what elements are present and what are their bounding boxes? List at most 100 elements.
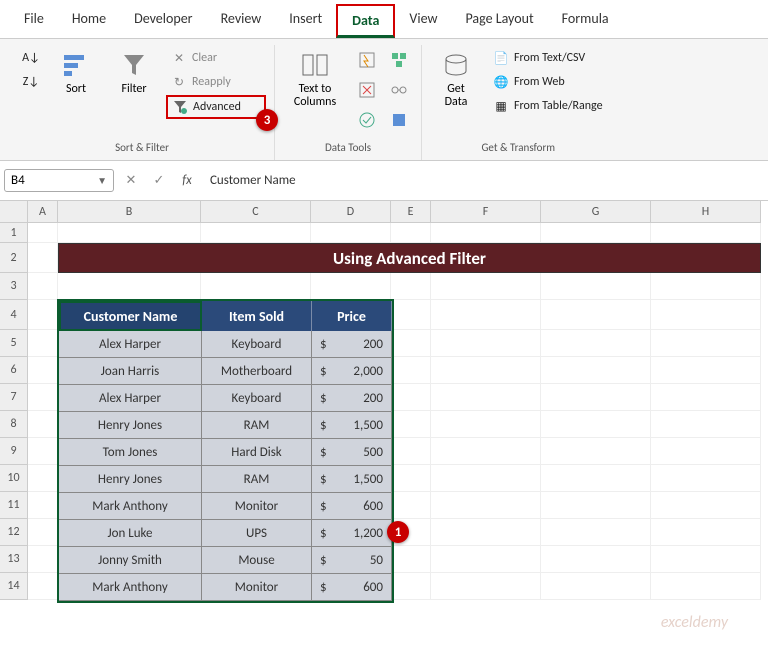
table-cell[interactable]: $600 bbox=[312, 493, 392, 520]
cell[interactable] bbox=[28, 273, 58, 300]
row-header-1[interactable]: 1 bbox=[0, 223, 28, 243]
cell[interactable] bbox=[541, 300, 651, 330]
cell[interactable] bbox=[28, 300, 58, 330]
relationships-button[interactable] bbox=[385, 77, 413, 103]
row-header-14[interactable]: 14 bbox=[0, 573, 28, 600]
cell[interactable] bbox=[28, 546, 58, 573]
cell[interactable] bbox=[391, 411, 431, 438]
cell[interactable] bbox=[541, 438, 651, 465]
from-web-button[interactable]: 🌐From Web bbox=[488, 71, 607, 93]
table-cell[interactable]: $1,200 bbox=[312, 520, 392, 547]
cell[interactable] bbox=[431, 519, 541, 546]
cell[interactable] bbox=[391, 330, 431, 357]
cell[interactable] bbox=[391, 223, 431, 243]
table-cell[interactable]: Hard Disk bbox=[202, 439, 312, 466]
consolidate-button[interactable] bbox=[385, 47, 413, 73]
cancel-formula-button[interactable]: ✕ bbox=[120, 170, 142, 192]
table-cell[interactable]: Motherboard bbox=[202, 358, 312, 385]
cell[interactable] bbox=[28, 465, 58, 492]
row-header-2[interactable]: 2 bbox=[0, 243, 28, 273]
cell[interactable] bbox=[431, 384, 541, 411]
table-header[interactable]: Price bbox=[312, 301, 392, 331]
row-header-12[interactable]: 12 bbox=[0, 519, 28, 546]
column-header-D[interactable]: D bbox=[311, 201, 391, 223]
cell[interactable] bbox=[651, 273, 761, 300]
table-cell[interactable]: $200 bbox=[312, 385, 392, 412]
table-cell[interactable]: Alex Harper bbox=[59, 331, 202, 358]
cell[interactable] bbox=[651, 492, 761, 519]
cell[interactable] bbox=[311, 223, 391, 243]
column-header-C[interactable]: C bbox=[201, 201, 311, 223]
from-text-csv-button[interactable]: 📄From Text/CSV bbox=[488, 47, 607, 69]
cell[interactable] bbox=[541, 465, 651, 492]
remove-duplicates-button[interactable] bbox=[353, 77, 381, 103]
column-header-A[interactable]: A bbox=[28, 201, 58, 223]
cell[interactable] bbox=[651, 300, 761, 330]
cell[interactable] bbox=[391, 384, 431, 411]
get-data-button[interactable]: Get Data bbox=[430, 45, 482, 109]
cell[interactable] bbox=[541, 519, 651, 546]
tab-formula[interactable]: Formula bbox=[548, 4, 623, 38]
table-cell[interactable]: UPS bbox=[202, 520, 312, 547]
flash-fill-button[interactable] bbox=[353, 47, 381, 73]
tab-view[interactable]: View bbox=[395, 4, 451, 38]
cell[interactable] bbox=[391, 438, 431, 465]
table-cell[interactable]: Monitor bbox=[202, 493, 312, 520]
cell[interactable] bbox=[28, 411, 58, 438]
cell[interactable] bbox=[58, 223, 201, 243]
table-cell[interactable]: $600 bbox=[312, 574, 392, 601]
table-cell[interactable]: Joan Harris bbox=[59, 358, 202, 385]
cell[interactable] bbox=[28, 357, 58, 384]
cell[interactable] bbox=[28, 243, 58, 273]
formula-input[interactable]: Customer Name bbox=[204, 170, 764, 191]
tab-home[interactable]: Home bbox=[58, 4, 120, 38]
tab-insert[interactable]: Insert bbox=[275, 4, 336, 38]
sort-za-button[interactable]: Z↓ bbox=[18, 71, 44, 93]
table-cell[interactable]: Henry Jones bbox=[59, 466, 202, 493]
cell[interactable] bbox=[651, 384, 761, 411]
cell[interactable] bbox=[541, 411, 651, 438]
cell[interactable] bbox=[201, 273, 311, 300]
cell[interactable] bbox=[541, 223, 651, 243]
clear-button[interactable]: ✕Clear bbox=[166, 47, 266, 69]
name-box[interactable]: B4 ▼ bbox=[4, 169, 114, 192]
table-header[interactable]: Customer Name bbox=[59, 301, 202, 331]
table-cell[interactable]: $50 bbox=[312, 547, 392, 574]
table-cell[interactable]: Mark Anthony bbox=[59, 493, 202, 520]
manage-data-model-button[interactable] bbox=[385, 107, 413, 133]
sort-button[interactable]: Sort bbox=[50, 45, 102, 96]
row-header-10[interactable]: 10 bbox=[0, 465, 28, 492]
tab-data[interactable]: Data bbox=[336, 4, 395, 38]
cell[interactable] bbox=[431, 330, 541, 357]
table-cell[interactable]: Jonny Smith bbox=[59, 547, 202, 574]
cell[interactable] bbox=[431, 411, 541, 438]
from-table-range-button[interactable]: ▦From Table/Range bbox=[488, 95, 607, 117]
cell[interactable] bbox=[391, 273, 431, 300]
table-cell[interactable]: $2,000 bbox=[312, 358, 392, 385]
row-header-7[interactable]: 7 bbox=[0, 384, 28, 411]
cell[interactable] bbox=[541, 573, 651, 600]
cell[interactable] bbox=[541, 330, 651, 357]
cell[interactable] bbox=[651, 223, 761, 243]
column-header-F[interactable]: F bbox=[431, 201, 541, 223]
column-header-H[interactable]: H bbox=[651, 201, 761, 223]
cell[interactable] bbox=[391, 357, 431, 384]
cell[interactable] bbox=[651, 330, 761, 357]
cell[interactable] bbox=[651, 438, 761, 465]
table-cell[interactable]: Mark Anthony bbox=[59, 574, 202, 601]
table-cell[interactable]: Tom Jones bbox=[59, 439, 202, 466]
cell[interactable] bbox=[28, 223, 58, 243]
cell[interactable] bbox=[651, 573, 761, 600]
table-cell[interactable]: Alex Harper bbox=[59, 385, 202, 412]
cell[interactable] bbox=[541, 273, 651, 300]
cell[interactable] bbox=[391, 546, 431, 573]
cell[interactable] bbox=[311, 273, 391, 300]
table-cell[interactable]: Henry Jones bbox=[59, 412, 202, 439]
cell[interactable] bbox=[28, 438, 58, 465]
cell[interactable] bbox=[28, 330, 58, 357]
table-header[interactable]: Item Sold bbox=[202, 301, 312, 331]
select-all-corner[interactable] bbox=[0, 201, 28, 223]
cell[interactable] bbox=[431, 300, 541, 330]
cell[interactable] bbox=[541, 357, 651, 384]
table-cell[interactable]: RAM bbox=[202, 412, 312, 439]
